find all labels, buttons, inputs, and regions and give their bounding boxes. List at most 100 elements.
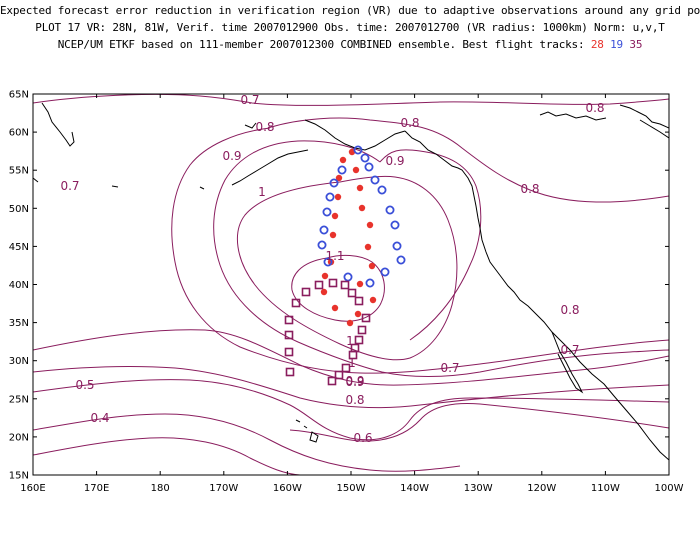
track-28-point [352, 166, 360, 174]
track-35-point [334, 370, 344, 380]
longitude-axis: 160E 170E 180 170W 160W 150W 140W 130W 120W 110W 1… [20, 483, 683, 494]
lon-tick-label: 180 [151, 483, 170, 494]
track-35-point [314, 280, 324, 290]
track-28-point [369, 296, 377, 304]
coast-baja-california [551, 331, 584, 394]
track-19-point [360, 153, 370, 163]
coastlines [33, 102, 669, 461]
contour-value-label: 0.7 [560, 343, 579, 357]
lat-tick-label: 50N [9, 204, 29, 215]
track-35-point [347, 288, 357, 298]
track-19-point [322, 207, 332, 217]
contour-value-label: 0.8 [520, 182, 539, 196]
track-19-point [380, 267, 390, 277]
lon-tick-label: 150W [337, 483, 366, 494]
contour-value-label: 1.1 [325, 249, 344, 263]
contour-value-label: 0.7 [240, 93, 259, 107]
header-line-3: NCEP/UM ETKF based on 111-member 2007012… [0, 38, 700, 51]
contour-value-label: 0.7 [440, 361, 459, 375]
track-19-point [396, 255, 406, 265]
map-ticks [32, 93, 670, 476]
track-35-point [361, 313, 371, 323]
coast-islands-nw [111, 185, 205, 190]
coast-aleutians [231, 149, 309, 186]
coast-canada-inland [539, 111, 607, 121]
lon-tick-label: 170W [209, 483, 238, 494]
track-35-label: 35 [629, 38, 643, 51]
track-35-point [354, 296, 364, 306]
contour-lines [33, 94, 669, 475]
coast-hawaii [295, 419, 319, 443]
header-line-1: Expected forecast error reduction in ver… [0, 4, 700, 17]
contour-value-label: 0.9 [345, 374, 364, 388]
contour-0.9 [213, 140, 669, 377]
track-35-point [341, 363, 351, 373]
lon-tick-label: 160W [273, 483, 302, 494]
lat-tick-label: 65N [9, 90, 29, 101]
header-line-3-text: NCEP/UM ETKF based on 111-member 2007012… [57, 38, 591, 51]
track-28-point [339, 156, 347, 164]
track-35-point [284, 330, 294, 340]
lat-tick-label: 35N [9, 318, 29, 329]
coast-hudson-bay [619, 104, 669, 129]
contour-value-label: 0.9 [385, 154, 404, 168]
coast-bering-strait [244, 122, 257, 129]
contour-value-label: 1 [258, 185, 266, 199]
track-35-point [301, 287, 311, 297]
track-19-point [337, 165, 347, 175]
track-28-point [329, 231, 337, 239]
contour-value-label: 0.9 [345, 375, 364, 389]
track-35-point [327, 376, 337, 386]
track-28-point [331, 212, 339, 220]
track-28-point [321, 272, 329, 280]
coast-japan-east [33, 177, 39, 183]
track-35-point [284, 347, 294, 357]
track-19-point [325, 192, 335, 202]
contour-value-label: 0.9 [222, 149, 241, 163]
track-28-point [364, 243, 372, 251]
track-19-point [353, 145, 363, 155]
track-35-point [350, 343, 360, 353]
contour-value-label: 0.8 [400, 116, 419, 130]
track-19-point [370, 175, 380, 185]
track-35-point [357, 325, 367, 335]
track-28-point [358, 204, 366, 212]
track-28-point [335, 174, 343, 182]
contour-0.8-lower [33, 366, 669, 409]
track-28-point [368, 262, 376, 270]
lon-tick-label: 170E [84, 483, 109, 494]
track-28-point [354, 310, 362, 318]
contour-value-label: 1 [348, 356, 356, 370]
contour-value-label: 0.4 [90, 411, 109, 425]
lat-tick-label: 30N [9, 356, 29, 367]
lon-tick-label: 140W [400, 483, 429, 494]
track-19-point [392, 241, 402, 251]
track-28-point [331, 304, 339, 312]
lat-tick-label: 60N [9, 128, 29, 139]
flight-tracks [284, 145, 406, 386]
track-19-point [377, 185, 387, 195]
contour-1 [236, 175, 458, 361]
track-19-label: 19 [610, 38, 623, 51]
track-35-point [354, 335, 364, 345]
track-35-point [340, 280, 350, 290]
track-28-label: 28 [590, 38, 604, 51]
track-19-point [365, 278, 375, 288]
header-line-2: PLOT 17 VR: 28N, 81W, Verif. time 200701… [35, 21, 665, 34]
lat-tick-label: 40N [9, 280, 29, 291]
plot-header: Expected forecast error reduction in ver… [0, 0, 700, 70]
lon-tick-label: 120W [527, 483, 556, 494]
contour-value-label: 1 [346, 334, 354, 348]
coast-west-north-america [404, 130, 669, 461]
lat-tick-label: 20N [9, 432, 29, 443]
contour-0.8-left [171, 127, 669, 374]
track-35-point [328, 278, 338, 288]
track-28-point [346, 319, 354, 327]
track-35-point [285, 367, 295, 377]
coast-kamchatka [41, 102, 75, 147]
contour-value-label: 0.7 [60, 179, 79, 193]
track-19-point [317, 240, 327, 250]
contour-0.4 [33, 413, 461, 472]
lat-tick-label: 25N [9, 394, 29, 405]
track-19-point [343, 272, 353, 282]
